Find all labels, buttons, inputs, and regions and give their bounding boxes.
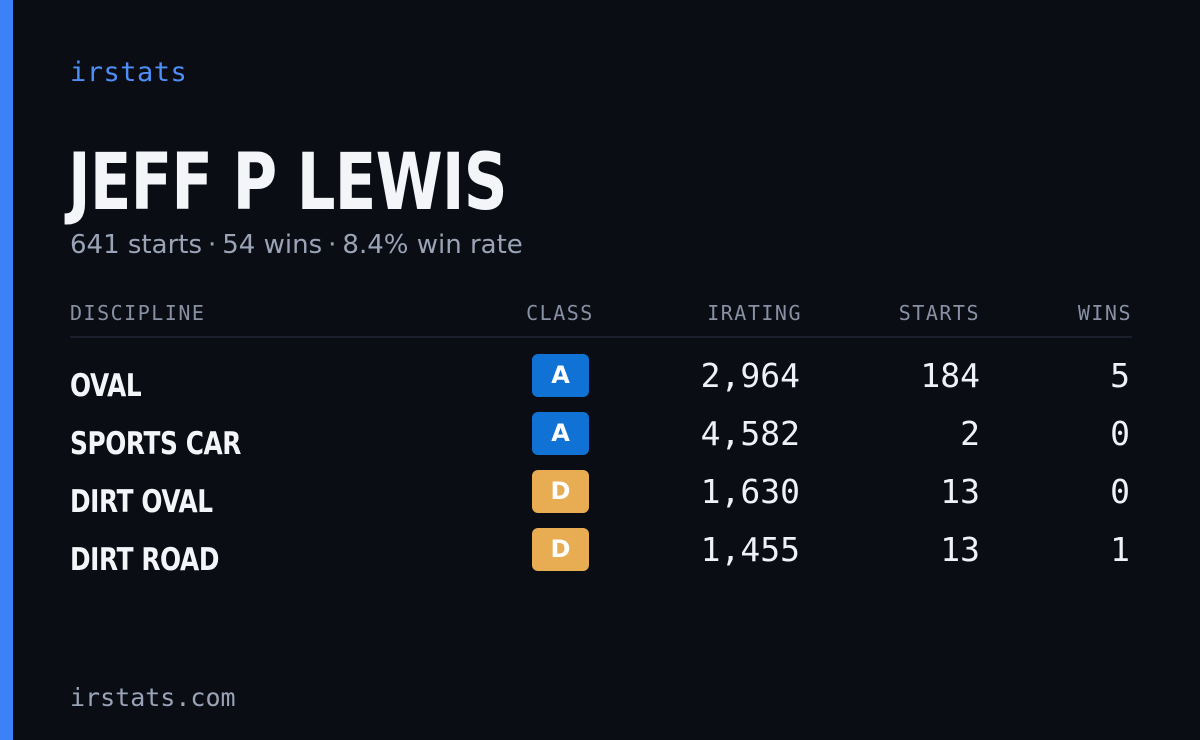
header-irating: IRATING [707,301,802,325]
row-starts: 2 [960,414,980,453]
row-discipline: OVAL [70,368,142,404]
row-starts: 13 [940,472,980,511]
license-class-badge: A [532,412,589,455]
summary-wins: 54 wins [222,230,323,260]
row-starts: 13 [940,530,980,569]
row-wins: 5 [1110,356,1130,395]
summary-separator: · [208,230,217,260]
footer-url[interactable]: irstats.com [70,683,236,712]
table-header: DISCIPLINE CLASS IRATING STARTS WINS [70,298,1132,338]
summary-separator: · [328,230,337,260]
row-irating: 2,964 [700,356,800,395]
table-row: DIRT OVAL D 1,630 13 0 [70,470,1132,528]
row-discipline: SPORTS CAR [70,426,242,462]
table-row: SPORTS CAR A 4,582 2 0 [70,412,1132,470]
driver-name: JEFF P LEWIS [68,138,508,228]
license-class-badge: D [532,528,589,571]
header-discipline: DISCIPLINE [70,301,206,325]
license-class-badge: A [532,354,589,397]
row-irating: 1,455 [700,530,800,569]
header-starts: STARTS [898,301,980,325]
summary-starts: 641 starts [70,230,202,260]
header-wins: WINS [1077,301,1132,325]
header-class: CLASS [526,301,594,325]
table-row: OVAL A 2,964 184 5 [70,354,1132,412]
row-irating: 4,582 [700,414,800,453]
row-wins: 0 [1110,472,1130,511]
discipline-table: DISCIPLINE CLASS IRATING STARTS WINS OVA… [70,298,1132,586]
row-discipline: DIRT ROAD [70,542,220,578]
table-row: DIRT ROAD D 1,455 13 1 [70,528,1132,586]
row-wins: 1 [1110,530,1130,569]
row-discipline: DIRT OVAL [70,484,213,520]
brand-logo: irstats [70,57,188,88]
row-starts: 184 [920,356,980,395]
row-wins: 0 [1110,414,1130,453]
driver-summary: 641 starts · 54 wins · 8.4% win rate [70,228,523,262]
license-class-badge: D [532,470,589,513]
summary-win-rate: 8.4% win rate [342,230,523,260]
table-body: OVAL A 2,964 184 5 SPORTS CAR A 4,582 2 … [70,354,1132,586]
accent-bar [0,0,13,740]
row-irating: 1,630 [700,472,800,511]
